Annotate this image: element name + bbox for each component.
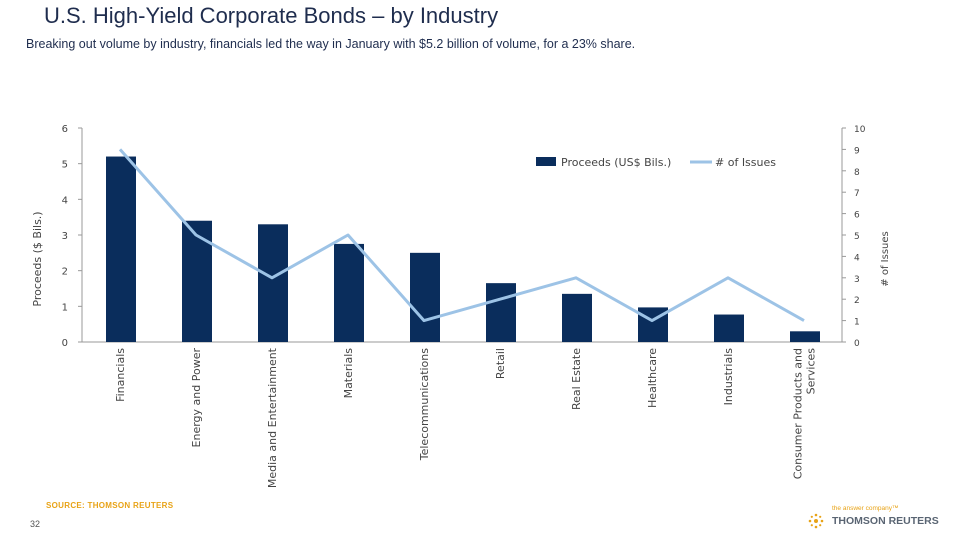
y-axis-title: Proceeds ($ Bils.) [31, 211, 44, 306]
y2-tick-label: 10 [854, 125, 866, 135]
y-tick-label: 4 [62, 195, 68, 206]
y2-tick-label: 6 [854, 211, 860, 221]
logo-mark-icon [808, 513, 824, 529]
bar [486, 283, 516, 342]
bar [258, 224, 288, 342]
thomson-reuters-logo: the answer company™ THOMSON REUTERS [806, 505, 946, 535]
category-label: Real Estate [570, 348, 583, 410]
category-label: Industrials [722, 348, 735, 406]
bar [334, 243, 364, 342]
logo-name: THOMSON REUTERS [832, 515, 939, 527]
y2-tick-label: 4 [854, 253, 860, 263]
page-number: 32 [30, 519, 41, 529]
y-tick-label: 3 [62, 231, 68, 242]
y2-tick-label: 9 [854, 146, 860, 156]
y2-tick-label: 8 [854, 168, 860, 178]
category-label: Media and Entertainment [266, 347, 279, 488]
legend-line-label: # of Issues [715, 156, 776, 169]
slide-subtitle: Breaking out volume by industry, financi… [26, 37, 636, 51]
legend-bar-swatch [536, 157, 556, 166]
bar [562, 293, 592, 342]
y2-tick-label: 7 [854, 189, 860, 199]
logo-tagline: the answer company™ [832, 505, 899, 512]
y2-axis-title: # of Issues [880, 231, 891, 286]
bar [410, 252, 440, 342]
y-tick-label: 2 [62, 267, 68, 278]
y2-tick-label: 3 [854, 275, 860, 285]
y2-tick-label: 2 [854, 296, 860, 306]
bar [790, 331, 820, 342]
category-label: Retail [494, 348, 507, 379]
issues-line [118, 148, 805, 323]
y-tick-label: 0 [62, 338, 68, 349]
bar [714, 314, 744, 342]
category-label: Telecommunications [418, 348, 431, 462]
y-tick-label: 6 [62, 124, 68, 135]
category-label: Energy and Power [190, 348, 203, 448]
category-label: Consumer Products andServices [792, 348, 818, 480]
y2-tick-label: 5 [854, 232, 860, 242]
y2-tick-label: 1 [854, 318, 860, 328]
y2-tick-label: 0 [854, 339, 860, 349]
bar [182, 220, 212, 342]
y-tick-label: 1 [62, 302, 68, 313]
category-label: Materials [342, 348, 355, 399]
legend-bar-label: Proceeds (US$ Bils.) [561, 156, 671, 169]
bar [106, 156, 136, 342]
y-tick-label: 5 [62, 160, 68, 171]
slide-title: U.S. High-Yield Corporate Bonds – by Ind… [44, 3, 499, 28]
category-label: Healthcare [646, 348, 659, 408]
source-note: SOURCE: THOMSON REUTERS [46, 501, 174, 510]
category-label: Financials [114, 348, 127, 402]
